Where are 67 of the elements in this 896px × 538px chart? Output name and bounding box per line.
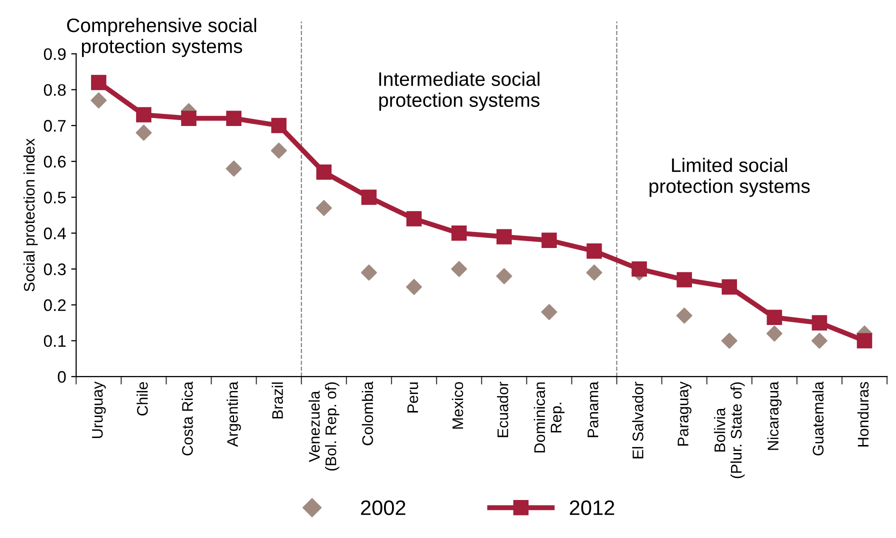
point	[766, 326, 782, 342]
point	[361, 264, 377, 281]
x-tick-label: Mexico	[452, 382, 464, 429]
point	[541, 304, 558, 320]
point	[136, 124, 152, 141]
point	[406, 211, 422, 226]
point	[586, 264, 602, 281]
x-tick-label: Guatemala	[812, 381, 824, 456]
point	[181, 110, 196, 126]
point	[451, 261, 468, 277]
y-tick-label: 0.9	[44, 48, 66, 60]
point	[316, 200, 332, 216]
x-tick-label: Argentina	[226, 381, 241, 447]
y-tick-label: 0.5	[44, 192, 66, 204]
point	[91, 74, 106, 90]
annotation: Limited social protection systems	[650, 158, 810, 197]
point	[226, 110, 242, 126]
x-tick-label: Costa Rica	[182, 381, 193, 456]
x-tick-label: Bolivia (Plur. State of)	[714, 382, 745, 478]
annotation: Intermediate social protection systems	[379, 72, 540, 111]
point	[586, 243, 602, 259]
point	[812, 315, 828, 330]
x-tick-label: Panama	[588, 381, 598, 438]
x-tick-label: Chile	[136, 382, 148, 416]
point	[361, 190, 377, 205]
y-axis-title: Social protection index	[23, 138, 38, 292]
x-tick-label: Venezuela (Bol. Rep. of)	[308, 382, 340, 471]
x-tick-label: Ecuador	[497, 382, 508, 438]
x-tick-label: Nicaragua	[767, 381, 782, 450]
y-tick-label: 0.8	[44, 84, 66, 96]
y-tick-label: 0.6	[44, 156, 66, 168]
point	[90, 92, 107, 108]
x-tick-label: El Salvador	[632, 382, 644, 458]
annotation: Comprehensive social protection systems	[67, 18, 256, 58]
point	[406, 278, 422, 295]
point	[451, 225, 467, 241]
point	[271, 118, 287, 134]
point	[316, 164, 332, 180]
y-tick-label: 0.2	[44, 299, 66, 312]
x-tick-label: Colombia	[362, 381, 374, 446]
y-tick-label: 0.4	[44, 228, 66, 240]
x-tick-label: Brazil	[272, 382, 283, 418]
point	[722, 279, 738, 295]
y-tick-label: 0	[58, 371, 66, 383]
point	[721, 332, 738, 349]
point	[811, 332, 828, 349]
x-tick-label: Honduras	[857, 382, 869, 446]
x-tick-label: Paraguay	[678, 381, 692, 446]
point	[766, 310, 782, 326]
point	[856, 333, 872, 348]
x-tick-label: Uruguay	[92, 381, 106, 438]
point	[226, 160, 242, 177]
x-tick-label: Dominican Rep.	[534, 382, 565, 452]
y-tick-label: 0.3	[44, 263, 66, 276]
point	[676, 272, 692, 288]
legend-label: 2012	[570, 500, 614, 516]
point	[542, 232, 557, 248]
x-tick-label: Peru	[407, 382, 418, 412]
point	[632, 261, 647, 277]
point	[136, 107, 152, 122]
point	[676, 308, 692, 324]
point	[496, 268, 512, 284]
legend-label: 2002	[361, 500, 406, 516]
y-tick-label: 0.1	[44, 335, 66, 347]
y-tick-label: 0.7	[44, 120, 66, 132]
point	[496, 229, 512, 244]
point	[270, 142, 287, 159]
